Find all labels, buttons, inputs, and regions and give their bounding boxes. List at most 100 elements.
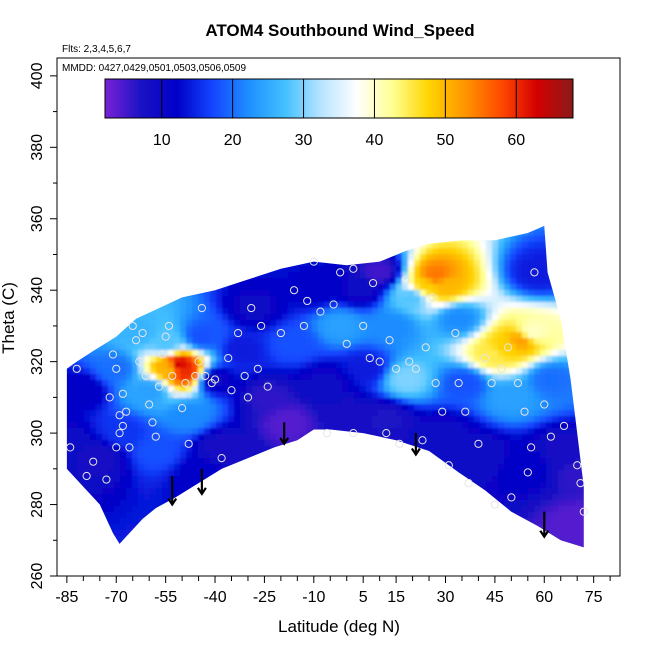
field-cell xyxy=(408,398,415,405)
field-cell xyxy=(426,482,433,489)
field-cell xyxy=(168,284,175,291)
field-cell xyxy=(450,482,457,489)
field-cell xyxy=(180,464,187,471)
field-cell xyxy=(576,494,583,501)
field-cell xyxy=(522,296,529,303)
field-cell xyxy=(234,230,241,237)
field-cell xyxy=(216,512,223,519)
field-cell xyxy=(120,452,127,459)
field-cell xyxy=(294,494,301,501)
field-cell xyxy=(102,404,109,411)
field-cell xyxy=(216,278,223,285)
field-cell xyxy=(498,410,505,417)
field-cell xyxy=(192,386,199,393)
field-cell xyxy=(66,236,73,243)
field-cell xyxy=(510,446,517,453)
field-cell xyxy=(294,266,301,273)
field-cell xyxy=(414,500,421,507)
field-cell xyxy=(198,368,205,375)
field-cell xyxy=(402,452,409,459)
field-cell xyxy=(138,452,145,459)
field-cell xyxy=(354,338,361,345)
field-cell xyxy=(366,225,373,231)
field-cell xyxy=(162,272,169,279)
field-cell xyxy=(570,302,577,309)
field-cell xyxy=(114,440,121,447)
field-cell xyxy=(126,398,133,405)
field-cell xyxy=(450,506,457,513)
field-cell xyxy=(114,266,121,273)
field-cell xyxy=(234,470,241,477)
field-cell xyxy=(384,326,391,333)
field-cell xyxy=(72,368,79,375)
field-cell xyxy=(312,225,319,231)
field-cell xyxy=(186,392,193,399)
field-cell xyxy=(480,308,487,315)
field-cell xyxy=(162,476,169,483)
field-cell xyxy=(102,506,109,513)
field-cell xyxy=(264,266,271,273)
field-cell xyxy=(306,374,313,381)
field-cell xyxy=(402,266,409,273)
field-cell xyxy=(336,332,343,339)
field-cell xyxy=(216,482,223,489)
field-cell xyxy=(540,380,547,387)
field-cell xyxy=(396,488,403,495)
field-cell xyxy=(318,266,325,273)
field-cell xyxy=(546,518,553,525)
field-cell xyxy=(432,470,439,477)
field-cell xyxy=(402,488,409,495)
field-cell xyxy=(108,494,115,501)
field-cell xyxy=(546,500,553,507)
field-cell xyxy=(342,236,349,243)
field-cell xyxy=(192,338,199,345)
field-cell xyxy=(228,302,235,309)
field-cell xyxy=(408,225,415,231)
field-cell xyxy=(228,452,235,459)
field-cell xyxy=(102,446,109,453)
field-cell xyxy=(144,428,151,435)
field-cell xyxy=(510,338,517,345)
field-cell xyxy=(396,422,403,429)
field-cell xyxy=(180,476,187,483)
field-cell xyxy=(336,206,343,213)
field-cell xyxy=(240,302,247,309)
field-cell xyxy=(504,482,511,489)
field-cell xyxy=(174,338,181,345)
field-cell xyxy=(294,218,301,225)
field-cell xyxy=(294,302,301,309)
field-cell xyxy=(450,380,457,387)
field-cell xyxy=(360,332,367,339)
field-cell xyxy=(360,464,367,471)
field-cell xyxy=(144,524,151,531)
field-cell xyxy=(108,386,115,393)
field-cell xyxy=(414,434,421,441)
field-cell xyxy=(570,254,577,261)
field-cell xyxy=(102,284,109,291)
field-cell xyxy=(582,225,584,231)
field-cell xyxy=(84,488,91,495)
field-cell xyxy=(396,530,403,537)
field-cell xyxy=(384,266,391,273)
field-cell xyxy=(432,242,439,249)
field-cell xyxy=(72,272,79,279)
field-cell xyxy=(132,218,139,225)
field-cell xyxy=(354,494,361,501)
field-cell xyxy=(84,494,91,501)
field-cell xyxy=(456,392,463,399)
field-cell xyxy=(522,392,529,399)
field-cell xyxy=(324,225,331,231)
field-cell xyxy=(444,386,451,393)
field-cell xyxy=(528,308,535,315)
field-cell xyxy=(384,284,391,291)
field-cell xyxy=(180,236,187,243)
field-cell xyxy=(114,446,121,453)
field-cell xyxy=(582,422,584,429)
field-cell xyxy=(384,494,391,501)
field-cell xyxy=(372,488,379,495)
field-cell xyxy=(534,410,541,417)
field-cell xyxy=(576,398,583,405)
field-cell xyxy=(186,260,193,267)
field-cell xyxy=(138,518,145,525)
field-cell xyxy=(486,230,493,237)
